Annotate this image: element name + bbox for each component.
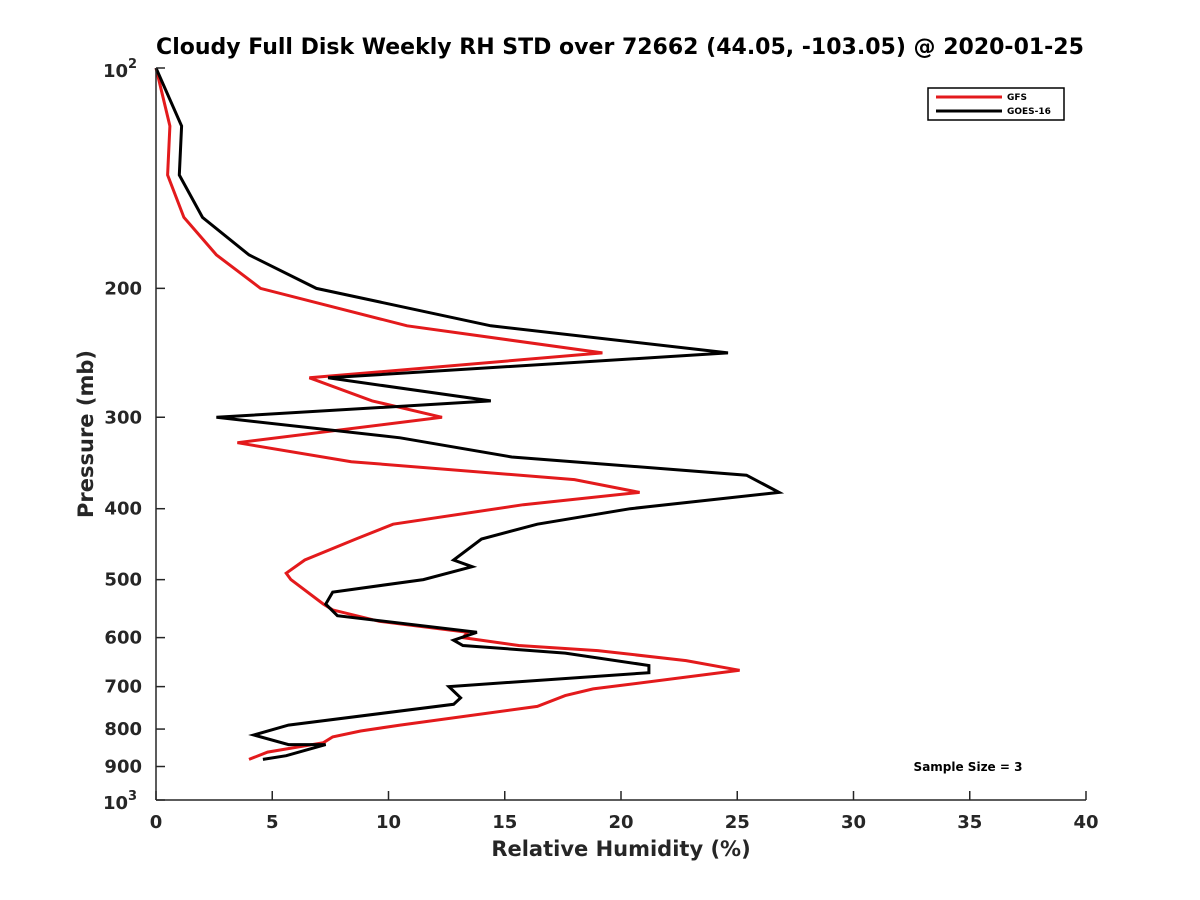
x-tick-label: 35 <box>957 812 982 833</box>
y-tick-label: 300 <box>104 407 142 428</box>
x-tick-label: 15 <box>492 812 517 833</box>
x-tick-label: 10 <box>376 812 401 833</box>
sample-size-annotation: Sample Size = 3 <box>914 760 1023 774</box>
y-tick-label: 200 <box>104 278 142 299</box>
x-ticks: 0 5 10 15 20 25 30 35 40 <box>150 791 1099 833</box>
legend-box <box>927 87 1065 121</box>
x-tick-label: 5 <box>266 812 279 833</box>
series-line-goes-16 <box>154 67 785 761</box>
y-tick-label: 400 <box>104 499 142 520</box>
y-tick-exponent: 2 <box>128 57 137 72</box>
legend-label: GOES-16 <box>1007 107 1051 117</box>
legend-items: GFS GOES-16 <box>936 93 1051 117</box>
y-tick-label: 500 <box>104 570 142 591</box>
y-tick-label: 700 <box>104 677 142 698</box>
x-tick-label: 40 <box>1073 812 1098 833</box>
x-axis-label: Relative Humidity (%) <box>491 837 750 861</box>
x-tick-label: 0 <box>150 812 163 833</box>
series-line-gfs <box>154 67 740 761</box>
y-tick-label: 900 <box>104 757 142 778</box>
y-tick-label: 800 <box>104 719 142 740</box>
y-axis-label: Pressure (mb) <box>74 350 98 518</box>
chart-title: Cloudy Full Disk Weekly RH STD over 7266… <box>156 35 1084 60</box>
y-tick-label-power: 103 <box>103 789 137 814</box>
y-tick-label: 600 <box>104 628 142 649</box>
legend-label: GFS <box>1007 93 1027 103</box>
x-tick-label: 30 <box>841 812 866 833</box>
legend: GFS GOES-16 <box>927 87 1065 121</box>
y-tick-exponent: 3 <box>128 789 137 804</box>
y-tick-base: 10 <box>103 61 128 82</box>
x-tick-label: 20 <box>608 812 633 833</box>
series-layer <box>154 67 785 761</box>
y-tick-label-power: 102 <box>103 57 137 82</box>
y-tick-base: 10 <box>103 793 128 814</box>
x-tick-label: 25 <box>725 812 750 833</box>
